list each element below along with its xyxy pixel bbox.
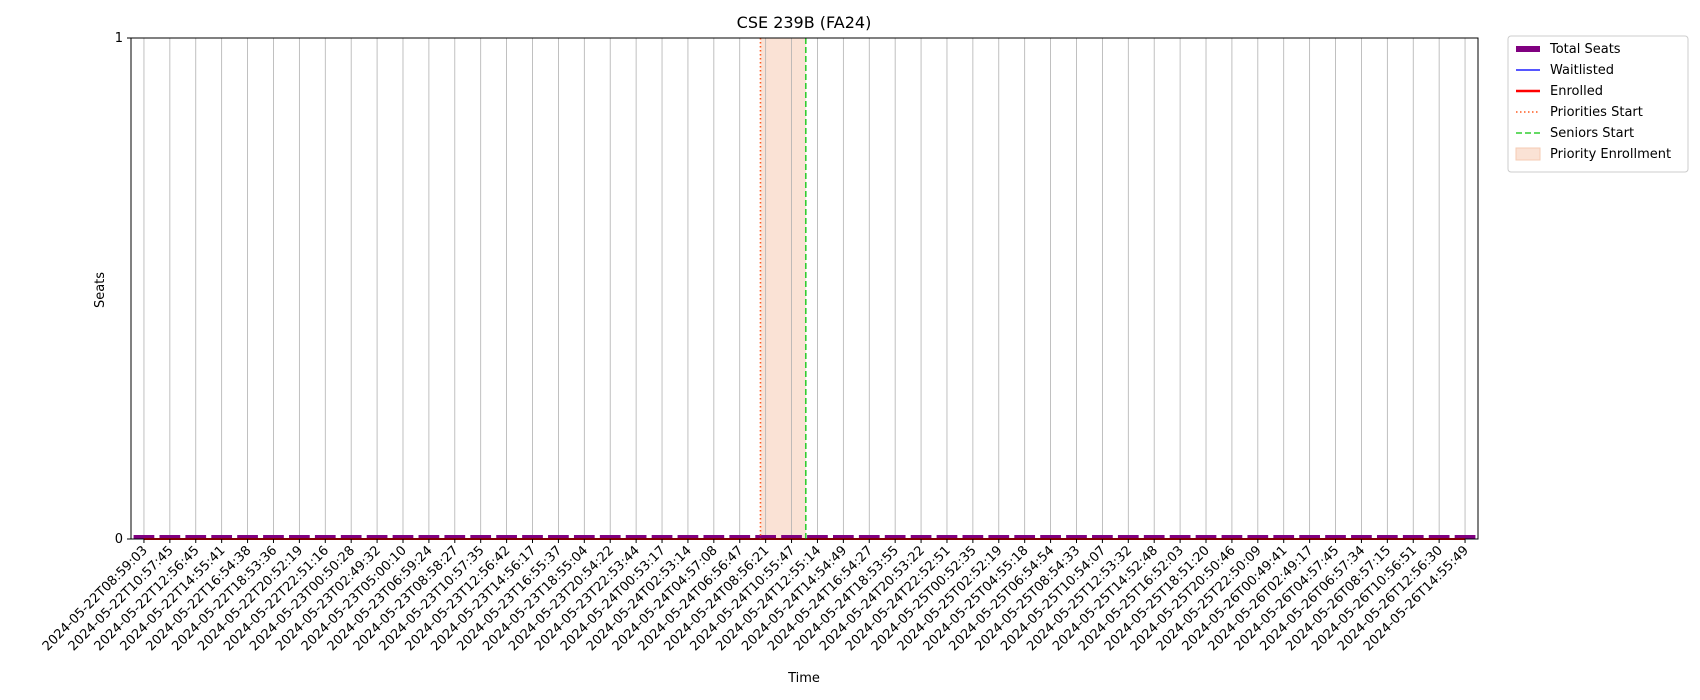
- total-seats-bar: [781, 535, 802, 539]
- total-seats-bar: [1428, 535, 1450, 539]
- total-seats-bar: [470, 535, 492, 539]
- total-seats-bar: [988, 535, 1010, 539]
- total-seats-bar: [133, 535, 155, 539]
- legend-swatch-priority-enrollment: [1515, 147, 1541, 161]
- total-seats-bar: [211, 535, 233, 539]
- total-seats-bar: [1299, 535, 1320, 539]
- total-seats-bar: [392, 535, 414, 539]
- total-seats-bar: [677, 535, 699, 539]
- total-seats-bar: [548, 535, 569, 539]
- total-seats-bar: [444, 535, 466, 539]
- total-seats-bar: [1117, 535, 1139, 539]
- total-seats-bar: [1195, 535, 1217, 539]
- plot-frame: [130, 37, 1479, 540]
- total-seats-bar: [729, 535, 751, 539]
- total-seats-bar: [625, 535, 647, 539]
- total-seats-bar: [237, 535, 258, 539]
- total-seats-bar: [314, 535, 336, 539]
- y-tick-label: 0: [115, 532, 123, 547]
- total-seats-bar: [807, 535, 828, 539]
- total-seats-bar: [185, 535, 207, 539]
- total-seats-bar: [1143, 535, 1165, 539]
- total-seats-bar: [910, 535, 932, 539]
- total-seats-bar: [703, 535, 725, 539]
- total-seats-bar: [1376, 535, 1398, 539]
- legend-label-priorities-start: Priorities Start: [1550, 105, 1643, 120]
- span-layer: [760, 38, 806, 539]
- legend-label-total-seats: Total Seats: [1549, 42, 1621, 57]
- total-seats-bar: [1247, 535, 1269, 539]
- total-seats-bar: [832, 535, 854, 539]
- total-seats-bar: [573, 535, 595, 539]
- total-seats-bar: [289, 535, 310, 539]
- x-axis-label: Time: [787, 671, 820, 686]
- legend-swatch-total-seats: [1516, 46, 1540, 52]
- total-seats-bar: [496, 535, 517, 539]
- legend-label-enrolled: Enrolled: [1550, 84, 1603, 99]
- y-tick-label: 1: [115, 31, 123, 46]
- grid-layer: [143, 38, 1466, 539]
- total-seats-bar: [651, 535, 673, 539]
- total-seats-bar: [418, 535, 440, 539]
- total-seats-bar: [858, 535, 880, 539]
- total-seats-bar: [1066, 535, 1087, 539]
- legend: Total Seats Waitlisted Enrolled Priorities …: [1507, 35, 1689, 173]
- chart-title: CSE 239B (FA24): [737, 13, 872, 32]
- vline-layer: [759, 38, 807, 539]
- y-tick-labels: 01: [115, 31, 123, 547]
- axis-layer: [127, 37, 1479, 543]
- total-seats-bar: [755, 535, 777, 539]
- total-seats-bar: [884, 535, 906, 539]
- total-seats-bar: [366, 535, 388, 539]
- total-seats-bar: [1325, 535, 1346, 539]
- bar-layer: [133, 535, 1476, 539]
- total-seats-bar: [936, 535, 958, 539]
- total-seats-bar: [1169, 535, 1191, 539]
- legend-label-priority-enrollment: Priority Enrollment: [1550, 147, 1671, 162]
- total-seats-bar: [340, 535, 362, 539]
- priority-enrollment-span: [760, 38, 806, 539]
- total-seats-bar: [962, 535, 984, 539]
- legend-box: [1507, 35, 1689, 173]
- total-seats-bar: [1454, 535, 1476, 539]
- total-seats-bar: [1351, 535, 1372, 539]
- total-seats-bar: [1221, 535, 1243, 539]
- total-seats-bar: [1014, 535, 1036, 539]
- total-seats-bar: [1273, 535, 1295, 539]
- total-seats-bar: [522, 535, 543, 539]
- total-seats-bar: [159, 535, 181, 539]
- total-seats-bar: [1402, 535, 1424, 539]
- total-seats-bar: [599, 535, 621, 539]
- total-seats-bar: [263, 535, 284, 539]
- legend-label-waitlisted: Waitlisted: [1550, 63, 1614, 78]
- total-seats-bar: [1040, 535, 1061, 539]
- y-axis-label: Seats: [93, 272, 108, 308]
- legend-label-seniors-start: Seniors Start: [1550, 126, 1634, 141]
- x-tick-labels: 2024-05-22T08:59:032024-05-22T10:57:4520…: [40, 543, 1472, 654]
- total-seats-bar: [1092, 535, 1113, 539]
